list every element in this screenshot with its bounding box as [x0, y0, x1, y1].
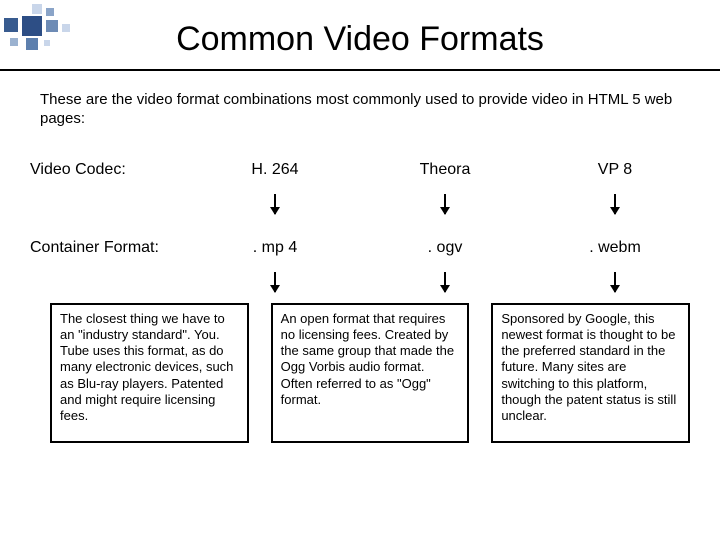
down-arrow-icon: [444, 272, 446, 292]
container-row: Container Format: . mp 4 . ogv . webm: [0, 217, 720, 269]
down-arrow-icon: [614, 272, 616, 292]
intro-text: These are the video format combinations …: [0, 71, 720, 139]
codec-value: Theora: [360, 149, 530, 191]
codec-label: Video Codec:: [30, 149, 190, 191]
container-label: Container Format:: [30, 227, 190, 269]
slide-title: Common Video Formats: [0, 0, 720, 69]
codec-value: VP 8: [530, 149, 700, 191]
description-boxes: The closest thing we have to an "industr…: [0, 295, 720, 443]
format-description: Sponsored by Google, this newest format …: [491, 303, 690, 443]
corner-decoration: [4, 4, 94, 54]
down-arrow-icon: [444, 194, 446, 214]
format-description: An open format that requires no licensin…: [271, 303, 470, 443]
down-arrow-icon: [614, 194, 616, 214]
arrow-row-1: [0, 191, 720, 217]
format-description: The closest thing we have to an "industr…: [50, 303, 249, 443]
container-value: . ogv: [360, 227, 530, 269]
arrow-row-2: [0, 269, 720, 295]
codec-value: H. 264: [190, 149, 360, 191]
container-value: . mp 4: [190, 227, 360, 269]
down-arrow-icon: [274, 194, 276, 214]
container-value: . webm: [530, 227, 700, 269]
down-arrow-icon: [274, 272, 276, 292]
codec-row: Video Codec: H. 264 Theora VP 8: [0, 139, 720, 191]
